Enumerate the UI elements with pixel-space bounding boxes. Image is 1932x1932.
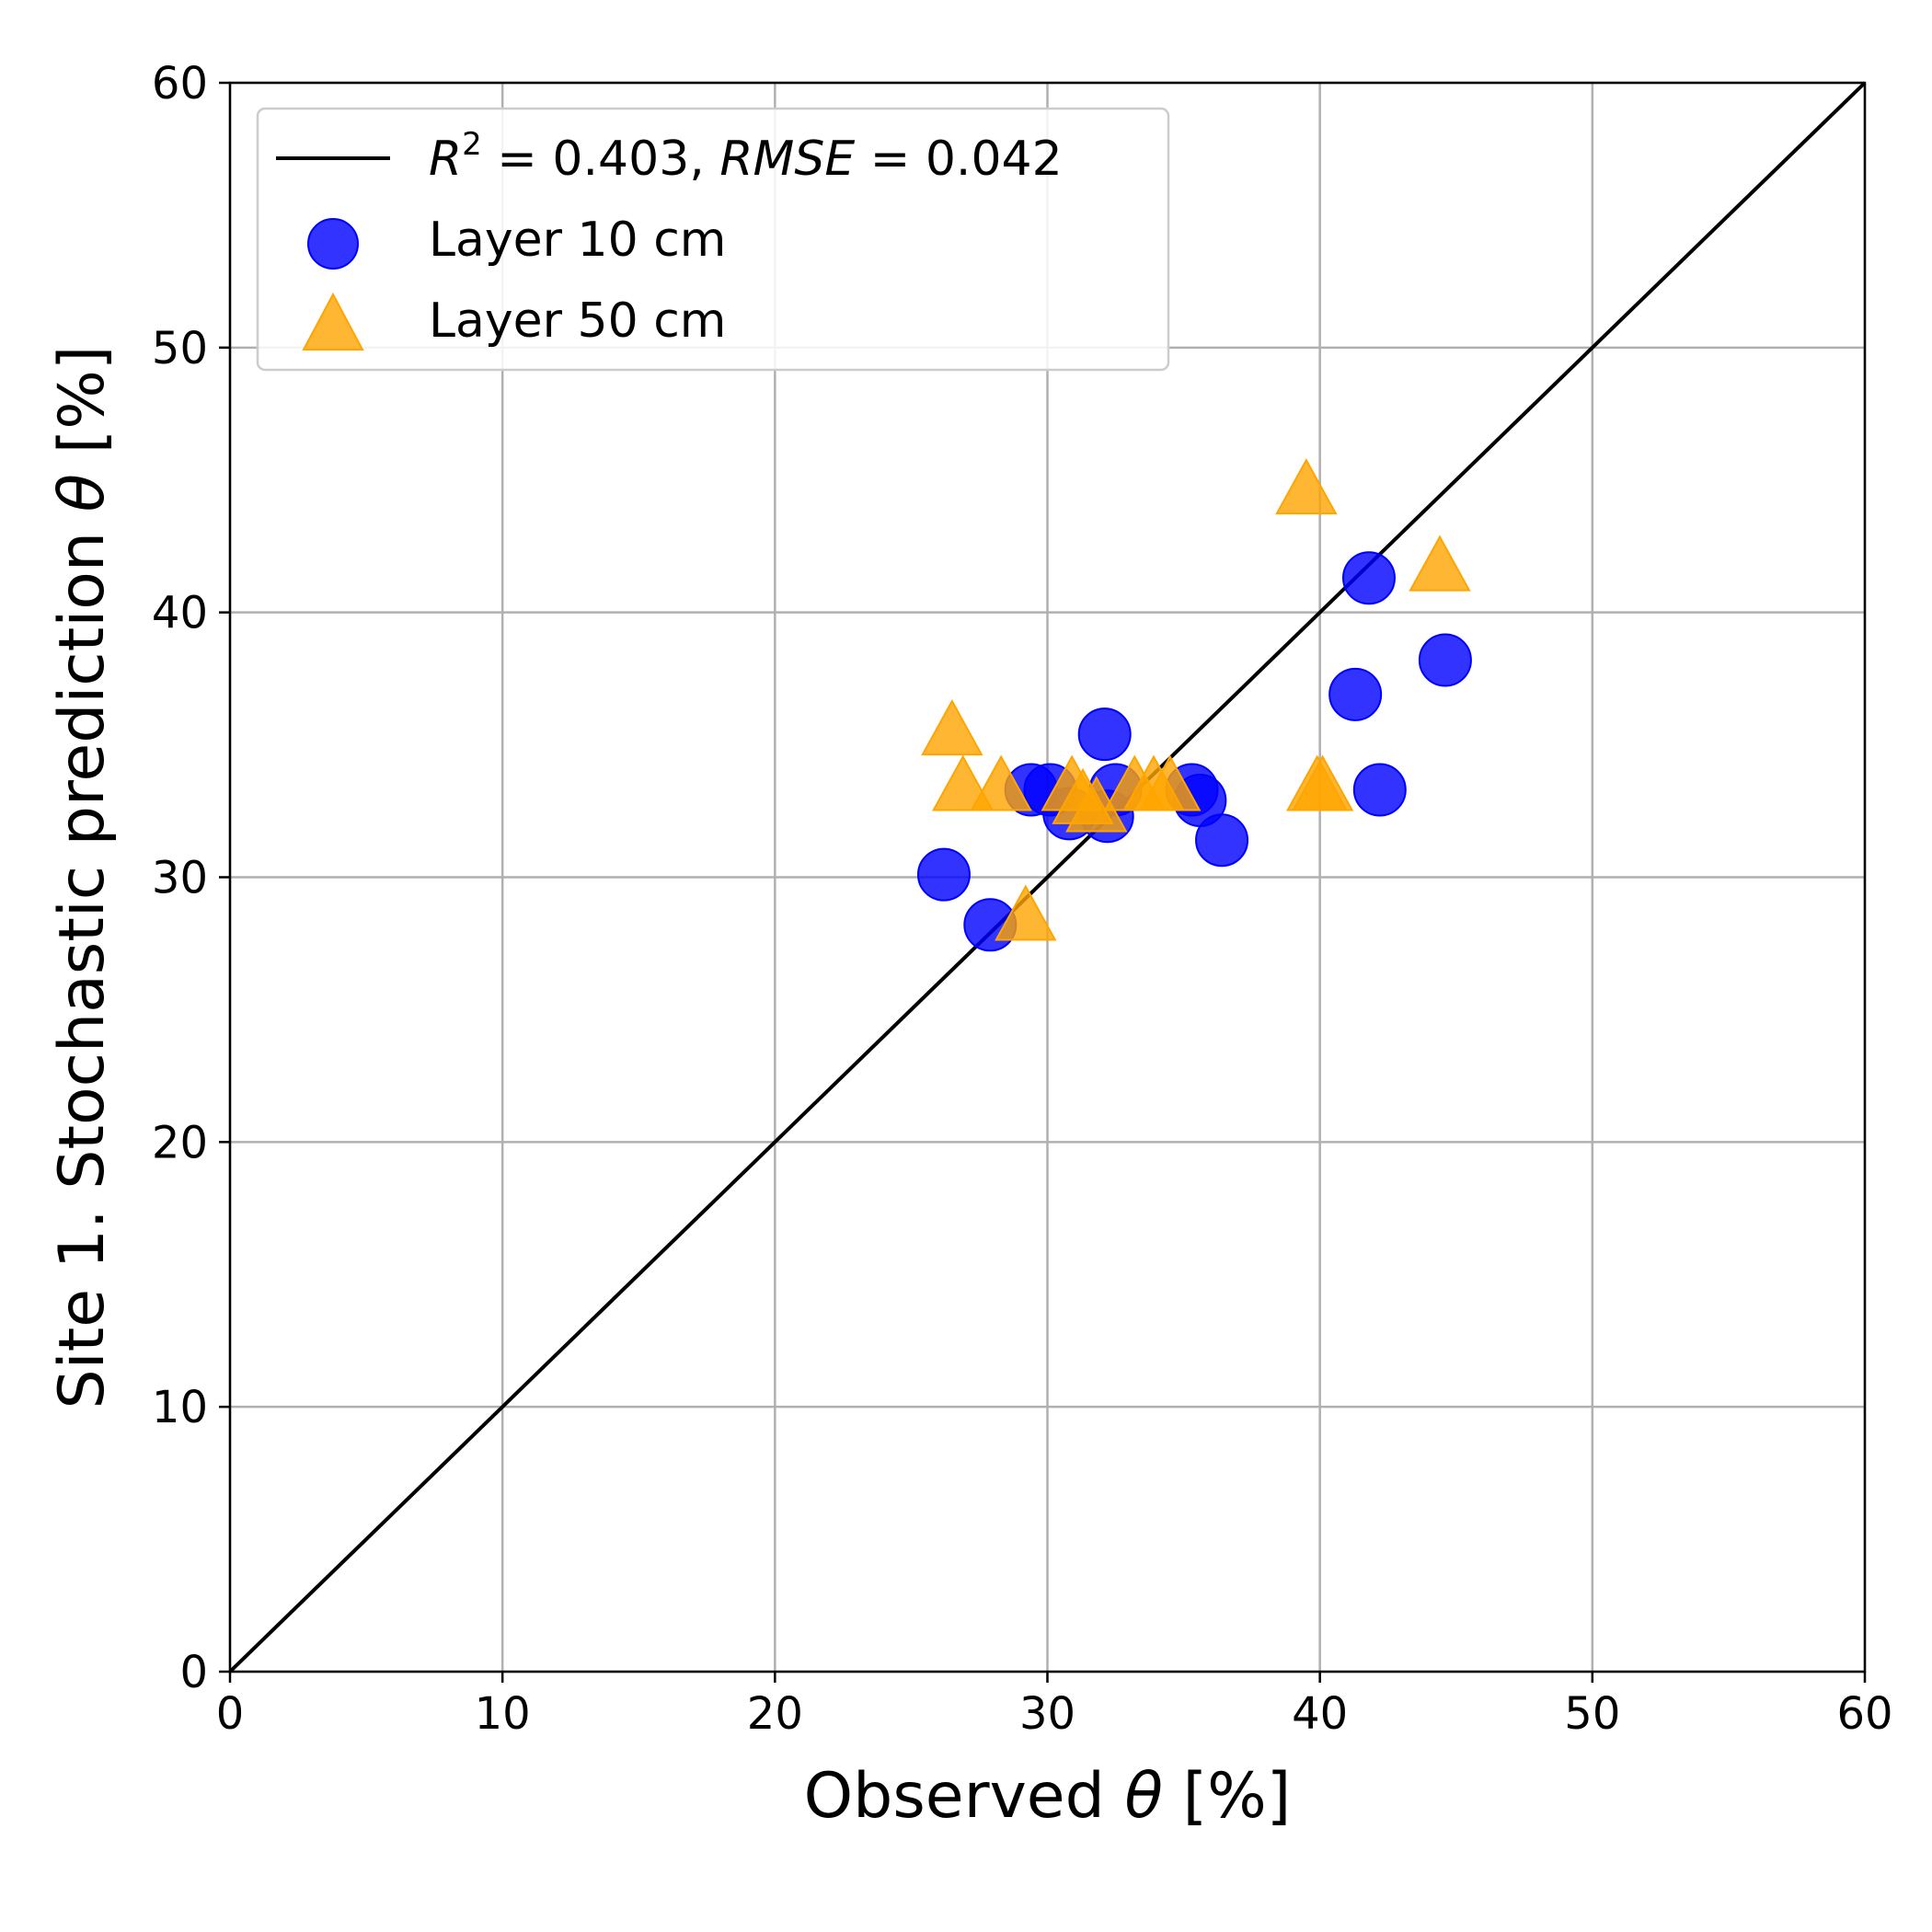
y-tick-label: 50 (152, 323, 208, 374)
data-point-layer-10cm (1077, 707, 1132, 762)
x-tick-label: 10 (475, 1688, 531, 1740)
data-point-layer-10cm (1418, 633, 1472, 687)
legend-triangle-swatch (302, 292, 364, 351)
legend-box (256, 107, 1170, 372)
x-tick-label: 50 (1564, 1688, 1620, 1740)
x-tick-label: 30 (1019, 1688, 1075, 1740)
reference-line (228, 81, 1867, 1673)
y-tick-label: 40 (152, 588, 208, 639)
data-point-layer-50cm (931, 754, 995, 811)
legend: R2 = 0.403, RMSE = 0.042 Layer 10 cm Lay… (256, 107, 1170, 372)
y-tick-label: 60 (152, 58, 208, 109)
x-tick-label: 40 (1292, 1688, 1348, 1740)
y-tick-label: 10 (152, 1382, 208, 1433)
data-point-layer-50cm (1139, 754, 1202, 811)
data-point-layer-10cm (1352, 763, 1407, 817)
data-point-layer-50cm (921, 698, 983, 756)
series-layer-50cm (921, 458, 1471, 941)
data-point-layer-50cm (1409, 535, 1471, 592)
data-point-layer-50cm (1275, 458, 1338, 515)
x-tick-label: 60 (1836, 1688, 1892, 1740)
data-point-layer-10cm (1341, 551, 1396, 605)
x-tick-label: 0 (216, 1688, 245, 1740)
x-tick-label: 20 (747, 1688, 803, 1740)
y-tick-label: 0 (179, 1647, 208, 1698)
one-to-one-line (228, 81, 1867, 1673)
data-point-layer-10cm (1195, 813, 1249, 868)
data-point-layer-50cm (995, 884, 1057, 941)
y-axis-title: Site 1. Stochastic prediction θ [%] (46, 346, 119, 1409)
legend-circle-swatch (307, 218, 359, 270)
legend-label-layer-50cm: Layer 50 cm (429, 293, 726, 349)
legend-label-layer-10cm: Layer 10 cm (429, 213, 726, 268)
y-tick-label: 30 (152, 853, 208, 904)
data-point-layer-10cm (1328, 667, 1383, 721)
data-point-layer-10cm (916, 847, 971, 902)
axis-ticks: 0 10 20 30 40 50 60 0 10 20 30 40 50 60 (152, 58, 1893, 1740)
data-point-layer-50cm (970, 754, 1032, 811)
legend-label-reference: R2 = 0.403, RMSE = 0.042 (429, 126, 1063, 187)
x-axis-title: Observed θ [%] (804, 1760, 1292, 1833)
data-point-layer-50cm (1291, 754, 1354, 811)
y-tick-label: 20 (152, 1117, 208, 1168)
